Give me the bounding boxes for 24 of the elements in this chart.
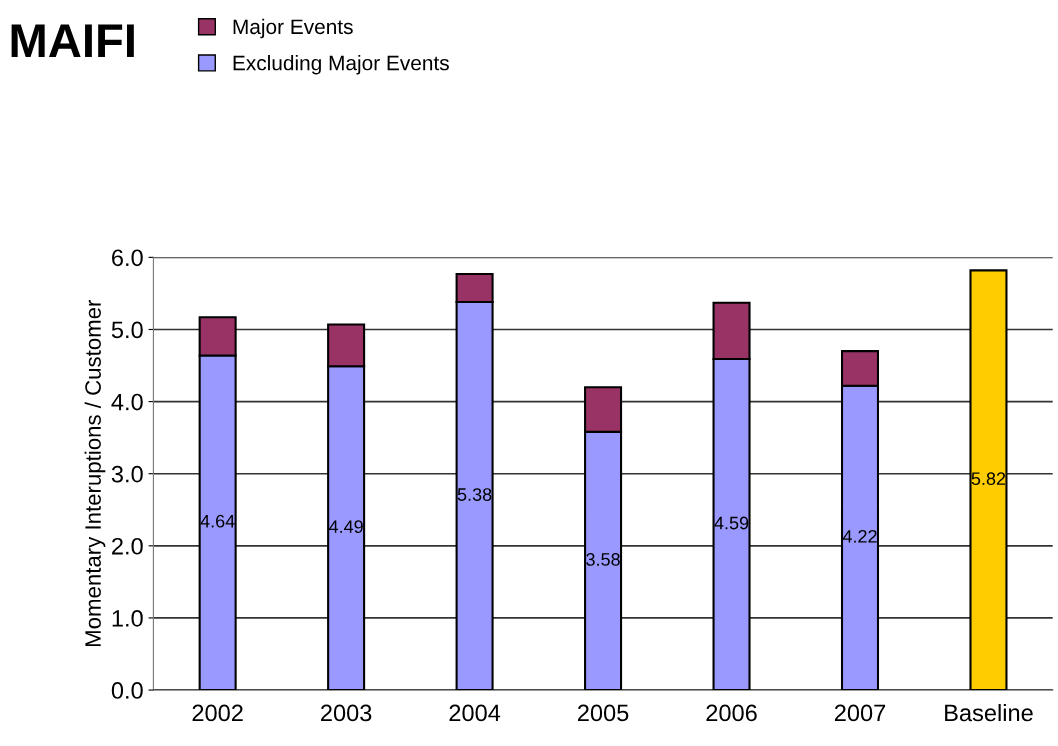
x-tick-label: 2006 [706,704,757,722]
data-label: 5.82 [971,472,1006,486]
y-tick-label: 4.0 [111,393,143,411]
y-tick-label: 5.0 [111,321,143,339]
data-label: 4.49 [328,520,363,533]
x-tick-label: Baseline [945,703,1033,722]
y-tick-label: 6.0 [112,249,143,267]
data-label: 5.38 [457,488,492,501]
y-tick-label: 2.0 [112,537,143,555]
x-tick-label: 2002 [192,704,243,722]
data-label: 3.58 [586,553,620,566]
legend-label: Major Events [233,18,353,39]
x-tick-label: 2007 [834,704,886,722]
legend-label: Excluding Major Events [233,55,449,75]
chart-title: MAIFI [11,24,134,57]
bar [969,269,1008,691]
y-tick-label: 0.0 [111,682,143,699]
y-tick-label: 1.0 [112,610,143,627]
data-label: 4.22 [842,529,877,543]
x-tick-label: 2003 [321,704,372,722]
y-axis-title: Momentary Interuptions / Customer [84,299,106,647]
x-tick-label: 2004 [449,704,501,722]
y-tick-label: 3.0 [111,465,143,483]
x-tick-label: 2005 [577,704,629,722]
